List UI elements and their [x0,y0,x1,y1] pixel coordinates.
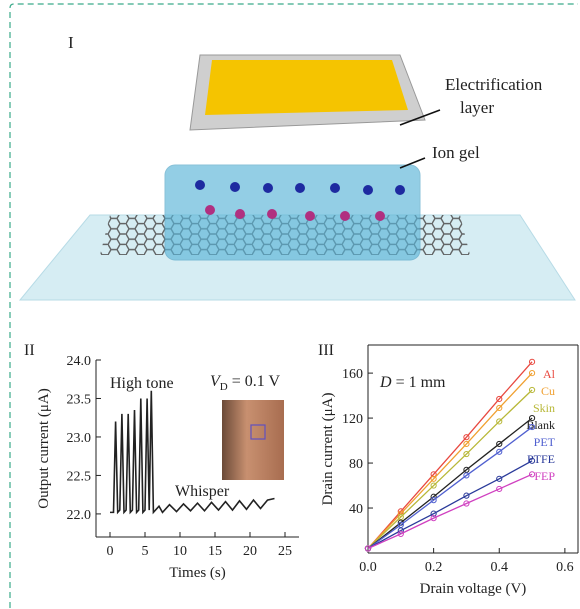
legend-entry: Skin [533,401,555,415]
x-tick-label: 5 [142,544,149,559]
annotation-text: = 1 mm [396,374,446,391]
label: Ion gel [432,143,480,162]
x-tick-label: 25 [278,544,292,559]
legend-entry: Cu [541,384,555,398]
annotation-sub: D [220,381,228,393]
y-tick-label: 80 [349,457,363,472]
y-tick-label: 23.5 [67,392,92,407]
y-tick-label: 24.0 [67,354,92,369]
y-tick-label: 120 [342,412,363,427]
legend-entry: FEP [534,469,555,483]
y-axis-label: Drain current (μA) [320,393,336,506]
label: layer [460,98,494,117]
x-tick-label: 20 [243,544,257,559]
data-line [368,418,532,548]
x-axis-label: Times (s) [169,565,226,581]
electrification-layer [205,60,408,115]
data-line [368,373,532,548]
legend-entry: PTFE [527,452,555,466]
x-tick-label: 0.2 [425,560,443,575]
y-tick-label: 22.0 [67,508,92,523]
x-tick-label: 0.4 [491,560,509,575]
panel-label: II [24,342,35,359]
x-tick-label: 0 [107,544,114,559]
annotation-text: = 0.1 V [232,373,281,390]
legend-entry: PET [534,435,556,449]
x-axis-label: Drain voltage (V) [420,581,527,597]
data-line [368,474,532,548]
annotation: Whisper [175,483,230,500]
annotation: VD= 0.1 V [210,373,280,393]
photo [222,400,284,480]
data-line [368,390,532,549]
x-tick-label: 0.6 [556,560,574,575]
figure-canvas: I Electrification layer Ion gel II 22.0 22… [0,0,580,609]
schematic: I Electrification layer Ion gel [20,33,575,300]
label: Electrification [445,75,543,94]
legend-entry: Al [543,367,556,381]
y-tick-label: 40 [349,502,363,517]
annotation: D= 1 mm [379,374,446,391]
y-tick-label: 160 [342,367,363,382]
panel-label: III [318,342,334,359]
data-line [368,461,532,549]
data-line [368,427,532,548]
panel-label: I [68,33,74,52]
y-tick-label: 23.0 [67,431,92,446]
inset-photo [222,400,284,480]
annotation-var: D [379,374,392,391]
y-tick-label: 22.5 [67,469,92,484]
y-axis-label: Output current (μA) [36,388,52,509]
figure: I Electrification layer Ion gel II 22.0 22… [0,0,580,609]
x-tick-label: 10 [173,544,187,559]
data-line [368,362,532,549]
x-tick-label: 0.0 [359,560,377,575]
annotation: High tone [110,375,174,392]
x-tick-label: 15 [208,544,222,559]
